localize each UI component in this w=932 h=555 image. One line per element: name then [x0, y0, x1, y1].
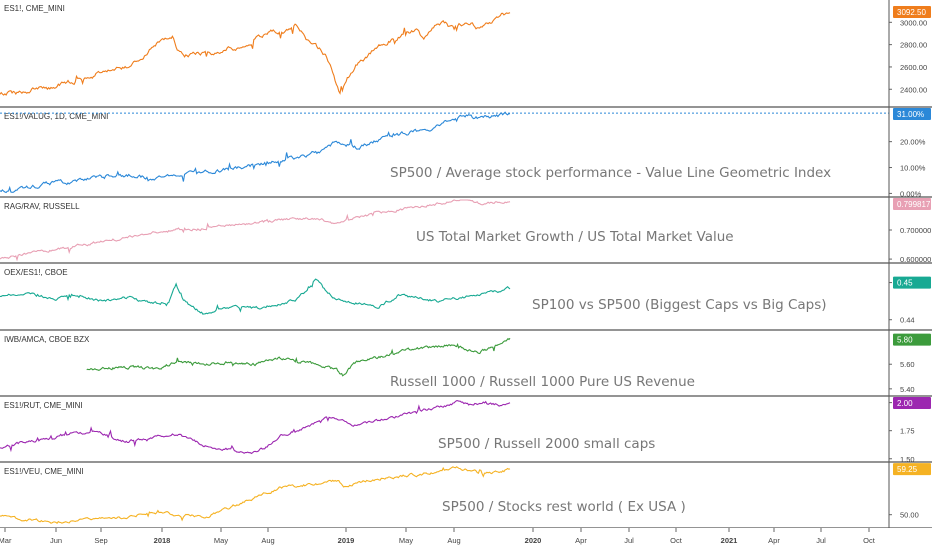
time-axis-background	[0, 528, 932, 550]
y-tick-label: 20.00%	[900, 138, 926, 147]
series-line	[0, 400, 511, 455]
series-line	[0, 278, 511, 315]
last-value-label: 3092.50	[897, 8, 926, 17]
last-value-badge	[893, 333, 931, 346]
plot-background	[0, 0, 889, 550]
y-tick-label: 2400.00	[900, 85, 927, 94]
time-tick-label: Oct	[863, 536, 876, 545]
y-tick-label: 2800.00	[900, 41, 927, 50]
last-value-label: 0.45	[897, 279, 913, 288]
time-tick-label: Apr	[575, 536, 587, 545]
last-value-label: 0.799817	[897, 200, 931, 209]
series-line	[0, 199, 511, 262]
time-tick-label: Jun	[50, 536, 62, 545]
time-tick-label: 2020	[525, 536, 542, 545]
y-tick-label: 1.50	[900, 455, 915, 464]
pane-title: ES1!/VEU, CME_MINI	[4, 467, 84, 476]
time-tick-label: 2021	[721, 536, 738, 545]
pane-annotation: SP500 / Average stock performance - Valu…	[390, 165, 831, 181]
pane-title: RAG/RAV, RUSSELL	[4, 202, 80, 211]
time-tick-label: Mar	[0, 536, 12, 545]
y-tick-label: 3000.00	[900, 18, 927, 27]
last-value-label: 5.80	[897, 336, 913, 345]
time-tick-label: Aug	[447, 536, 460, 545]
pane-title: ES1!/RUT, CME_MINI	[4, 401, 83, 410]
last-value-badge	[893, 198, 931, 210]
time-tick-label: Jul	[816, 536, 826, 545]
time-tick-label: 2018	[154, 536, 171, 545]
time-tick-label: 2019	[338, 536, 355, 545]
pane-title: IWB/AMCA, CBOE BZX	[4, 335, 90, 344]
last-value-label: 31.00%	[897, 110, 924, 119]
y-tick-label: 10.00%	[900, 164, 926, 173]
last-value-badge	[893, 463, 931, 476]
last-value-badge	[893, 108, 931, 120]
last-value-label: 2.00	[897, 399, 913, 408]
pane-annotation: Russell 1000 / Russell 1000 Pure US Reve…	[390, 374, 695, 390]
time-tick-label: Oct	[670, 536, 683, 545]
series-line	[0, 466, 511, 524]
y-tick-label: 5.40	[900, 385, 915, 394]
pane-title: OEX/ES1!, CBOE	[4, 268, 68, 277]
y-tick-label: 0.600000	[900, 255, 931, 264]
series-line	[0, 111, 511, 194]
time-tick-label: Apr	[768, 536, 780, 545]
series-line	[86, 337, 511, 377]
time-tick-label: Sep	[94, 536, 107, 545]
pane-annotation: SP100 vs SP500 (Biggest Caps vs Big Caps…	[532, 297, 827, 313]
pane-annotation: US Total Market Growth / US Total Market…	[416, 229, 734, 245]
pane-title: ES1!/VALUG, 1D, CME_MINI	[4, 112, 108, 121]
pane-annotation: SP500 / Russell 2000 small caps	[438, 436, 655, 452]
last-value-badge	[893, 397, 931, 409]
y-tick-label: 0.00%	[900, 189, 922, 198]
y-tick-label: 0.44	[900, 316, 915, 325]
time-tick-label: May	[214, 536, 228, 545]
last-value-badge	[893, 5, 931, 18]
time-tick-label: Jul	[624, 536, 634, 545]
last-value-label: 59.25	[897, 465, 918, 474]
y-tick-label: 50.00	[900, 511, 919, 520]
pane-title: ES1!, CME_MINI	[4, 4, 65, 13]
y-tick-label: 2600.00	[900, 63, 927, 72]
y-tick-label: 1.75	[900, 427, 915, 436]
last-value-badge	[893, 276, 931, 289]
y-tick-label: 0.700000	[900, 226, 931, 235]
pane-annotation: SP500 / Stocks rest world ( Ex USA )	[442, 499, 686, 515]
time-tick-label: Aug	[261, 536, 274, 545]
series-line	[0, 12, 511, 96]
time-tick-label: May	[399, 536, 413, 545]
y-tick-label: 5.60	[900, 360, 915, 369]
